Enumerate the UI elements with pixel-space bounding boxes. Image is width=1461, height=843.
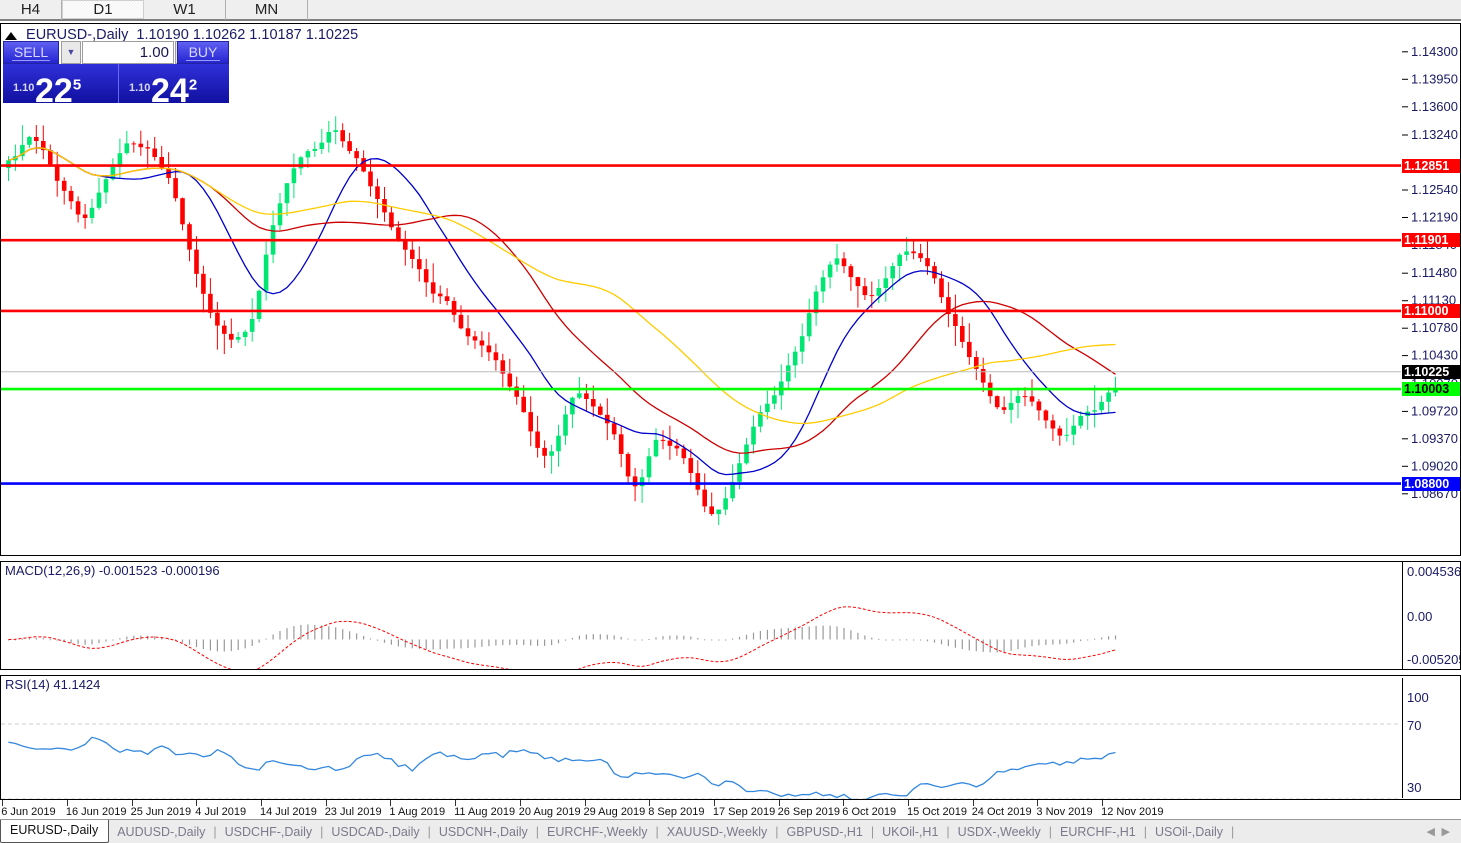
svg-text:1.10430: 1.10430 (1411, 348, 1458, 363)
svg-text:1.10780: 1.10780 (1411, 320, 1458, 335)
svg-text:1.13240: 1.13240 (1411, 127, 1458, 142)
svg-text:1.14300: 1.14300 (1411, 44, 1458, 59)
svg-text:1.13950: 1.13950 (1411, 71, 1458, 86)
svg-text:1.09020: 1.09020 (1411, 458, 1458, 473)
svg-text:1.11480: 1.11480 (1411, 265, 1457, 280)
svg-text:1.12190: 1.12190 (1411, 210, 1458, 225)
svg-text:1.09720: 1.09720 (1411, 403, 1458, 418)
svg-text:1.09370: 1.09370 (1411, 431, 1458, 446)
svg-text:1.12540: 1.12540 (1411, 182, 1458, 197)
svg-text:1.13600: 1.13600 (1411, 99, 1458, 114)
